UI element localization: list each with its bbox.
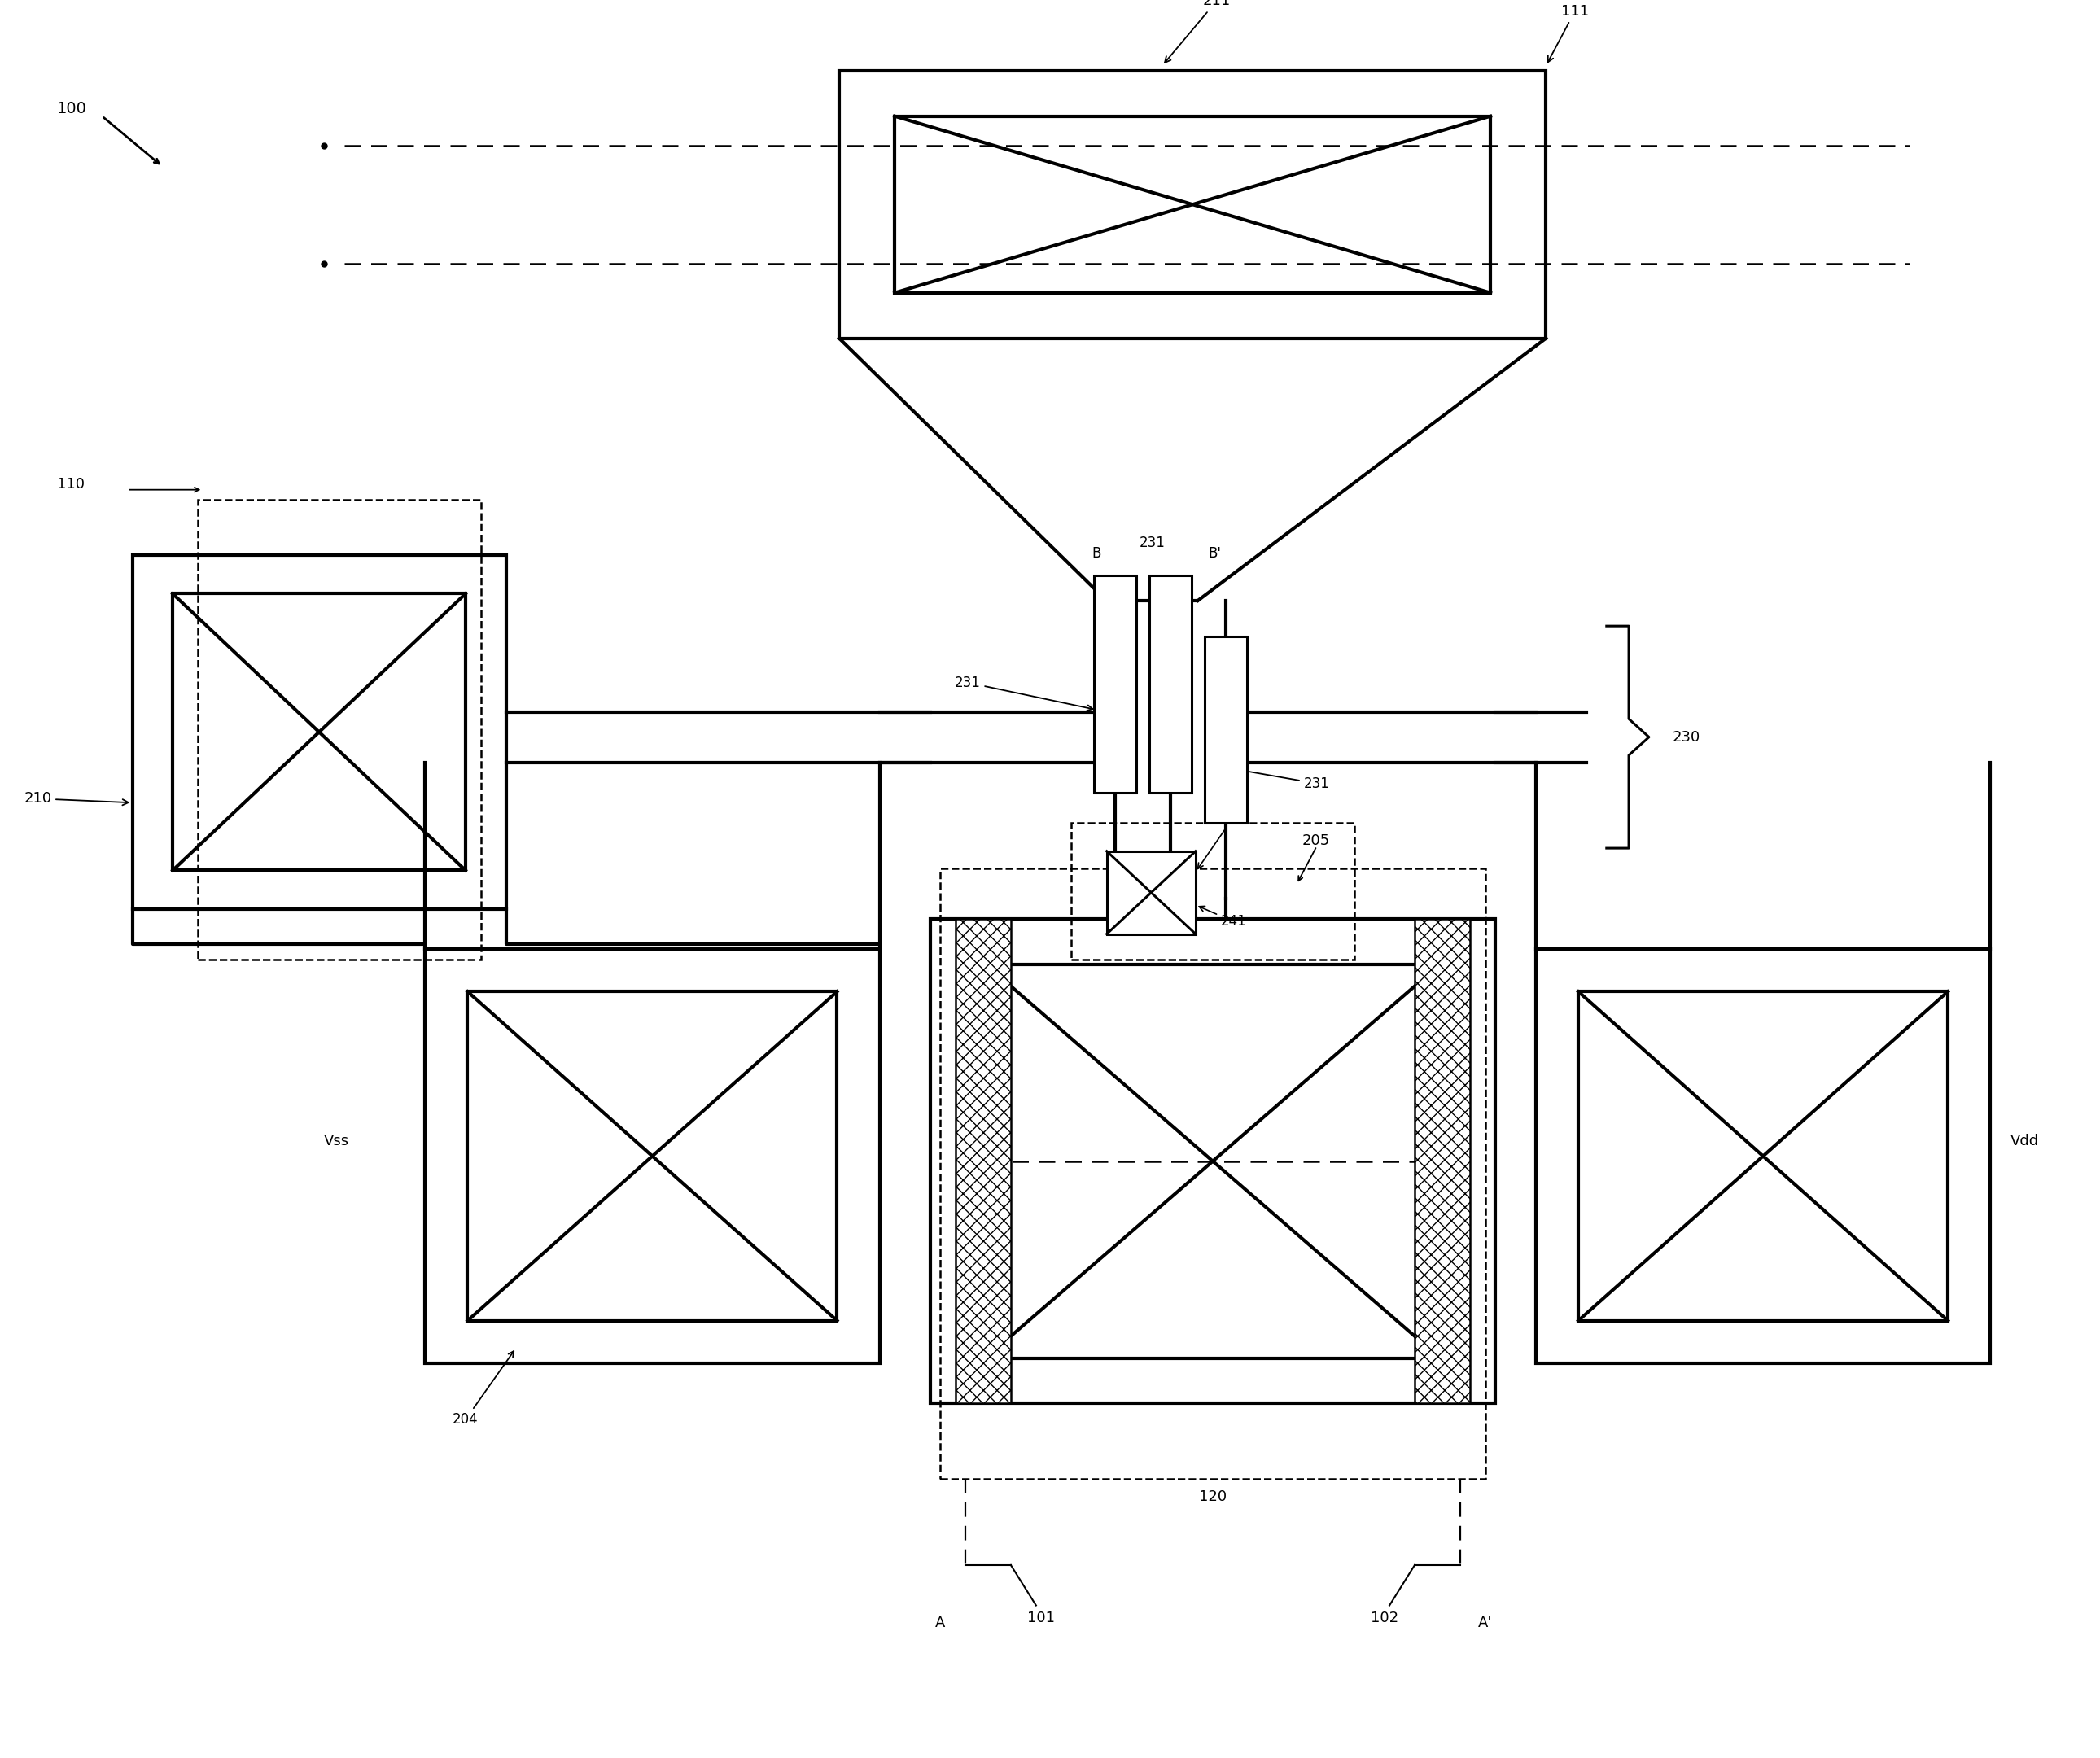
Text: 231: 231 [1212,763,1329,791]
Text: A: A [934,1616,945,1630]
Text: 231: 231 [1138,536,1166,550]
Text: 102: 102 [1371,1610,1399,1624]
Bar [956,919,1010,1403]
Text: 111: 111 [1548,4,1590,62]
Bar [468,992,838,1320]
Bar [1579,992,1949,1320]
Bar [424,949,880,1362]
Bar [172,594,466,870]
Text: 230: 230 [1672,730,1701,744]
Text: 205: 205 [1302,833,1329,849]
Bar [1535,949,1991,1362]
Text: B': B' [1207,545,1222,561]
Text: 120: 120 [1199,1489,1226,1503]
Bar [1149,575,1191,793]
Bar [197,499,481,960]
Bar [895,116,1491,294]
Text: 231: 231 [956,675,1092,710]
Bar [930,919,1495,1403]
Text: A': A' [1478,1616,1493,1630]
Text: B: B [1092,545,1100,561]
Bar [1107,851,1195,933]
Text: 100: 100 [57,100,86,116]
Bar [840,70,1546,338]
Bar [132,556,506,909]
Text: 204: 204 [454,1352,514,1427]
Text: 211: 211 [1166,0,1231,63]
Bar [941,868,1485,1478]
Bar [985,963,1441,1357]
Text: 210: 210 [23,791,128,805]
Text: Vdd: Vdd [2010,1134,2039,1148]
Bar [1094,575,1136,793]
Bar [1415,919,1470,1403]
Text: 240: 240 [1197,809,1247,868]
Bar [1071,823,1354,960]
Text: 110: 110 [57,478,84,492]
Text: 241: 241 [1199,905,1247,928]
Bar [1205,636,1247,823]
Text: Vss: Vss [323,1134,349,1148]
Text: 101: 101 [1027,1610,1054,1624]
